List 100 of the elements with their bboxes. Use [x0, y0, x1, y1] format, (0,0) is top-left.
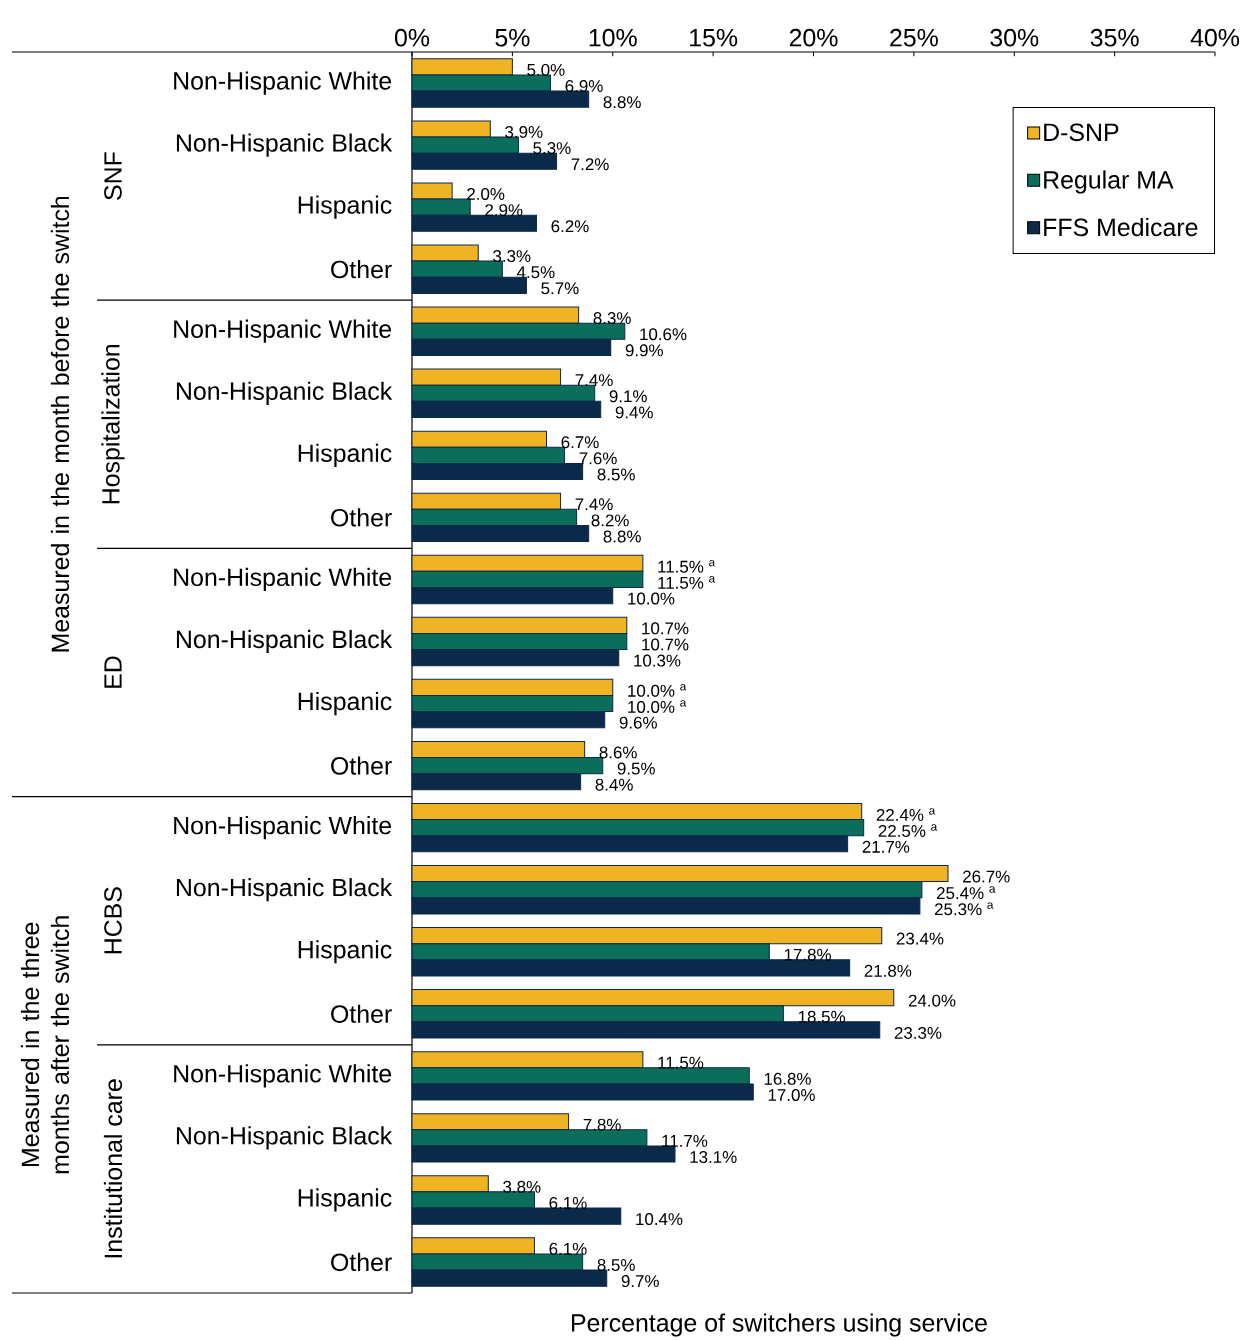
- x-tick-label: 5%: [495, 28, 530, 47]
- x-axis-title: Percentage of switchers using service: [571, 1313, 987, 1337]
- data-label: 9.4%: [615, 406, 653, 419]
- x-tick-label: 40%: [1190, 28, 1240, 47]
- text: Institutional care: [103, 1079, 123, 1258]
- legend-label: FFS Medicare: [1044, 217, 1198, 237]
- x-tick-label: 20%: [789, 28, 838, 47]
- data-label: 11.5% $^{a}$: [658, 576, 716, 589]
- data-label: 8.2%: [591, 514, 629, 527]
- y-tick-label: Non-Hispanic White: [174, 319, 392, 343]
- data-label: 3.8%: [503, 1180, 541, 1193]
- data-label: 5.0%: [527, 63, 565, 76]
- text: Measured in the three months after the switch: [20, 916, 70, 1174]
- y-tick-label: Non-Hispanic White: [174, 567, 392, 592]
- y-tick-label: Other: [331, 508, 392, 527]
- x-tick-label: 35%: [1090, 28, 1139, 47]
- data-label: 11.5%: [658, 1056, 704, 1069]
- data-label: 22.4% $^{a}$: [876, 808, 936, 821]
- y-tick-label: Non-Hispanic Black: [176, 381, 393, 405]
- data-label: 9.7%: [621, 1275, 659, 1288]
- y-tick-label: Non-Hispanic Black: [176, 133, 393, 157]
- y-tick-label: Non-Hispanic Black: [176, 878, 393, 902]
- data-label: 10.0% $^{a}$: [628, 684, 687, 697]
- legend-label: D-SNP: [1044, 123, 1119, 142]
- data-label: 2.9%: [485, 204, 523, 217]
- y-tick-label: Other: [331, 1252, 392, 1272]
- x-tick-label: 25%: [890, 28, 938, 47]
- data-label: 17.8%: [784, 948, 831, 961]
- data-label: 8.3%: [593, 312, 631, 325]
- text: HCBS: [104, 887, 122, 954]
- data-label: 8.8%: [603, 530, 641, 543]
- text: Measured in the month before the switch: [50, 196, 70, 652]
- data-label: 25.3% $^{a}$: [934, 902, 994, 916]
- legend-label: Regular MA: [1044, 170, 1174, 194]
- x-tick-label: 10%: [589, 28, 637, 47]
- data-label: 7.8%: [583, 1118, 621, 1131]
- data-label: 25.4% $^{a}$: [936, 886, 996, 900]
- data-label: 3.3%: [493, 250, 531, 263]
- data-label: 23.3%: [894, 1026, 942, 1039]
- data-label: 7.4%: [575, 374, 613, 387]
- data-label: 2.0%: [467, 188, 505, 200]
- y-tick-label: Non-Hispanic White: [174, 1064, 392, 1088]
- y-tick-label: Hispanic: [298, 940, 392, 964]
- data-label: 10.6%: [640, 328, 687, 341]
- data-label: 9.1%: [609, 390, 647, 403]
- x-tick-label: 15%: [690, 28, 738, 47]
- data-label: 21.7%: [862, 840, 910, 853]
- data-label: 17.0%: [768, 1088, 815, 1101]
- data-label: 8.4%: [595, 778, 633, 791]
- data-label: 13.1%: [690, 1151, 737, 1164]
- data-label: 10.7%: [642, 638, 689, 651]
- x-tick-label: 0%: [394, 28, 430, 47]
- y-tick-label: Hispanic: [298, 443, 392, 467]
- data-label: 7.6%: [579, 452, 617, 465]
- y-tick-label: Other: [331, 756, 392, 775]
- data-label: 10.4%: [636, 1213, 683, 1226]
- y-tick-label: Non-Hispanic Black: [176, 1126, 393, 1150]
- data-label: 11.7%: [662, 1134, 708, 1147]
- data-label: 8.6%: [599, 746, 637, 759]
- y-tick-label: Hispanic: [298, 195, 392, 219]
- data-label: 7.4%: [575, 498, 613, 511]
- text: SNF: [104, 152, 122, 200]
- y-tick-label: Non-Hispanic Black: [176, 629, 393, 654]
- data-label: 16.8%: [764, 1072, 811, 1085]
- data-label: 26.7%: [963, 870, 1010, 883]
- data-label: 10.3%: [634, 654, 681, 667]
- data-label: 6.7%: [561, 436, 599, 449]
- data-label: 8.5%: [597, 468, 635, 481]
- data-label: 21.8%: [864, 964, 912, 977]
- data-label: 9.6%: [619, 716, 657, 729]
- text: Hospitalization: [101, 344, 125, 504]
- data-label: 23.4%: [896, 932, 944, 945]
- data-label: 5.3%: [533, 142, 571, 155]
- data-label: 8.8%: [603, 96, 641, 109]
- data-label: 6.1%: [549, 1196, 587, 1209]
- data-label: 10.0% $^{a}$: [628, 700, 687, 713]
- data-label: 6.2%: [551, 220, 589, 233]
- data-label: 11.5% $^{a}$: [658, 559, 716, 573]
- y-tick-label: Non-Hispanic White: [174, 816, 392, 840]
- data-label: 4.5%: [516, 266, 555, 279]
- data-label: 5.7%: [541, 282, 579, 295]
- data-label: 3.9%: [505, 125, 543, 138]
- data-label: 6.1%: [549, 1242, 587, 1255]
- data-label: 10.0%: [628, 592, 675, 605]
- data-label: 24.0%: [908, 994, 956, 1007]
- x-tick-label: 30%: [990, 28, 1039, 47]
- data-label: 18.5%: [798, 1010, 846, 1023]
- y-tick-label: Hispanic: [298, 691, 392, 716]
- y-tick-label: Other: [331, 260, 392, 279]
- data-label: 10.7%: [642, 622, 689, 635]
- data-label: 9.9%: [625, 344, 663, 357]
- data-label: 9.5%: [617, 762, 655, 775]
- y-tick-label: Hispanic: [298, 1188, 392, 1212]
- data-label: 7.2%: [571, 158, 609, 171]
- y-tick-label: Non-Hispanic White: [174, 71, 392, 95]
- data-label: 6.9%: [565, 80, 603, 93]
- data-label: 22.5% $^{a}$: [878, 824, 938, 838]
- text: ED: [104, 656, 122, 688]
- y-tick-label: Other: [331, 1004, 392, 1023]
- data-label: 8.5%: [597, 1258, 635, 1271]
